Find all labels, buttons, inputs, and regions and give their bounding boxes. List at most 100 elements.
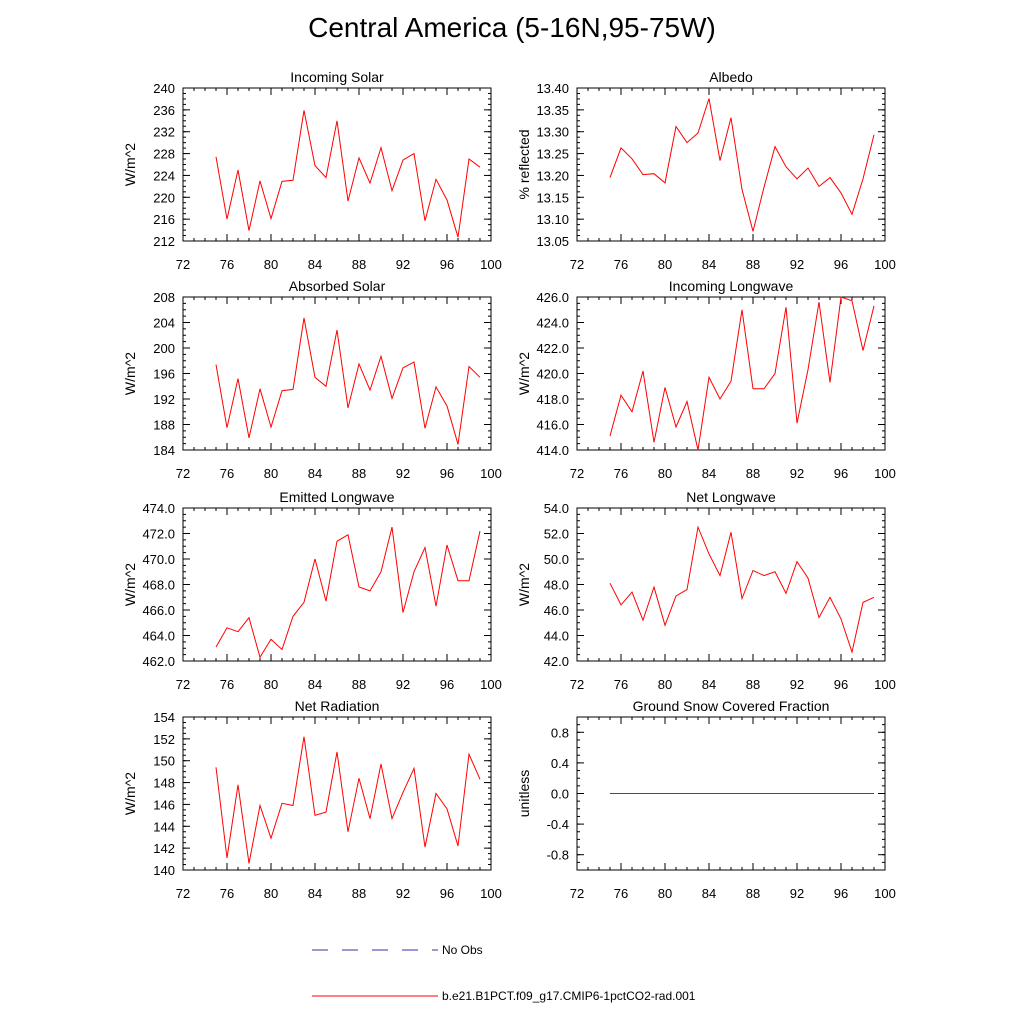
y-tick-label: 426.0 <box>536 290 569 305</box>
y-tick-label: 474.0 <box>142 501 175 516</box>
plot-frame <box>182 716 492 871</box>
y-tick-label: 470.0 <box>142 552 175 567</box>
x-tick-label: 72 <box>176 677 190 692</box>
x-tick-label: 72 <box>570 257 584 272</box>
y-tick-label: 146 <box>153 797 175 812</box>
y-axis-label: % reflected <box>516 129 532 199</box>
panel-net-longwave: Net Longwave W/m^2 72 76 80 84 88 92 96 100 42.0 44… <box>516 489 896 692</box>
x-tick-label: 80 <box>264 886 278 901</box>
x-tick-label: 92 <box>790 677 804 692</box>
y-tick-label: 0.0 <box>551 787 569 802</box>
panel-title: Net Radiation <box>295 698 380 714</box>
y-tick-label: 13.15 <box>536 190 569 205</box>
x-tick-label: 80 <box>264 257 278 272</box>
x-tick-label: 92 <box>790 466 804 481</box>
legend-model-line <box>312 995 438 997</box>
x-tick-label: 96 <box>440 886 454 901</box>
y-tick-label: 13.40 <box>536 81 569 96</box>
x-tick-label: 76 <box>614 677 628 692</box>
y-tick-label: 188 <box>153 418 175 433</box>
y-axis-label: W/m^2 <box>122 143 138 186</box>
x-tick-label: 92 <box>396 257 410 272</box>
plot-frame <box>576 87 886 242</box>
y-tick-label: 462.0 <box>142 654 175 669</box>
panel-incoming-solar: Incoming Solar W/m^2 72 76 80 84 88 92 96 100 212 2… <box>122 69 502 272</box>
y-tick-label: 44.0 <box>544 629 569 644</box>
y-tick-label: 13.30 <box>536 125 569 140</box>
x-tick-label: 72 <box>570 677 584 692</box>
x-tick-label: 84 <box>702 886 716 901</box>
x-tick-label: 76 <box>614 886 628 901</box>
legend-model-label: b.e21.B1PCT.f09_g17.CMIP6-1pctCO2-rad.00… <box>442 989 696 1003</box>
x-tick-label: 84 <box>702 466 716 481</box>
y-tick-label: 0.4 <box>551 756 569 771</box>
series-line-emitted-longwave <box>215 526 481 659</box>
x-tick-label: 80 <box>658 677 672 692</box>
x-tick-label: 72 <box>176 466 190 481</box>
y-tick-label: 192 <box>153 392 175 407</box>
plot-frame <box>576 507 886 662</box>
y-tick-label: 150 <box>153 754 175 769</box>
y-tick-label: 416.0 <box>536 418 569 433</box>
panel-title: Absorbed Solar <box>289 278 386 294</box>
x-tick-label: 88 <box>746 257 760 272</box>
y-tick-label: 200 <box>153 341 175 356</box>
x-tick-label: 96 <box>834 677 848 692</box>
x-tick-label: 80 <box>264 466 278 481</box>
panel-title: Incoming Solar <box>290 69 384 85</box>
y-tick-label: 152 <box>153 732 175 747</box>
y-tick-label: 196 <box>153 367 175 382</box>
panel-title: Albedo <box>709 69 753 85</box>
x-tick-label: 84 <box>702 677 716 692</box>
x-tick-label: 96 <box>834 886 848 901</box>
y-tick-label: 236 <box>153 103 175 118</box>
x-tick-label: 88 <box>352 466 366 481</box>
plot-frame <box>182 507 492 662</box>
x-tick-label: 88 <box>352 886 366 901</box>
x-tick-label: 76 <box>614 257 628 272</box>
y-tick-label: 424.0 <box>536 316 569 331</box>
x-tick-label: 100 <box>874 886 896 901</box>
y-tick-label: 464.0 <box>142 629 175 644</box>
x-tick-label: 80 <box>658 257 672 272</box>
y-tick-label: 208 <box>153 290 175 305</box>
y-tick-label: 148 <box>153 776 175 791</box>
series-line-incoming-solar <box>215 110 481 238</box>
plot-frame <box>182 87 492 242</box>
y-tick-label: 240 <box>153 81 175 96</box>
y-tick-label: 142 <box>153 841 175 856</box>
x-tick-label: 100 <box>480 677 502 692</box>
panel-title: Incoming Longwave <box>669 278 794 294</box>
x-tick-label: 92 <box>790 257 804 272</box>
x-tick-label: 100 <box>874 466 896 481</box>
x-tick-label: 96 <box>440 677 454 692</box>
y-tick-label: 52.0 <box>544 527 569 542</box>
x-tick-label: 96 <box>440 257 454 272</box>
y-tick-label: 154 <box>153 710 175 725</box>
y-axis-label: W/m^2 <box>516 563 532 606</box>
y-tick-label: 46.0 <box>544 603 569 618</box>
y-axis-label: W/m^2 <box>122 772 138 815</box>
y-tick-label: 204 <box>153 316 175 331</box>
x-tick-label: 100 <box>480 257 502 272</box>
panel-title: Ground Snow Covered Fraction <box>633 698 830 714</box>
x-tick-label: 92 <box>790 886 804 901</box>
y-tick-label: 13.25 <box>536 147 569 162</box>
y-tick-label: -0.8 <box>547 848 569 863</box>
y-tick-label: 472.0 <box>142 527 175 542</box>
y-tick-label: 54.0 <box>544 501 569 516</box>
x-tick-label: 80 <box>264 677 278 692</box>
panel-incoming-longwave: Incoming Longwave W/m^2 72 76 80 84 88 92 96 100 4… <box>516 278 896 481</box>
y-tick-label: 144 <box>153 819 175 834</box>
x-tick-label: 76 <box>220 466 234 481</box>
y-tick-label: 422.0 <box>536 341 569 356</box>
x-tick-label: 88 <box>746 677 760 692</box>
x-tick-label: 76 <box>220 257 234 272</box>
legend-obs-line <box>312 949 438 951</box>
x-tick-label: 84 <box>702 257 716 272</box>
y-tick-label: 13.10 <box>536 212 569 227</box>
y-tick-label: 13.35 <box>536 103 569 118</box>
x-tick-label: 96 <box>440 466 454 481</box>
x-tick-label: 92 <box>396 466 410 481</box>
